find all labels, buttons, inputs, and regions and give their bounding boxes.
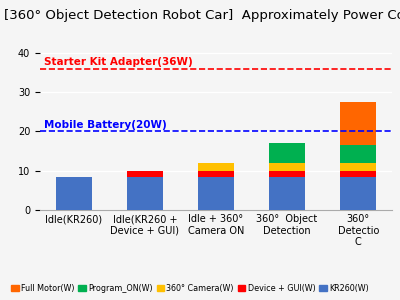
Bar [56, 177, 92, 210]
Bar [269, 177, 305, 210]
Bar [340, 102, 376, 145]
Bar [127, 171, 163, 177]
Bar [340, 163, 376, 171]
Bar [198, 163, 234, 171]
Bar [269, 143, 305, 163]
Bar [269, 171, 305, 177]
Text: Mobile Battery(20W): Mobile Battery(20W) [44, 119, 166, 130]
Bar [340, 177, 376, 210]
Legend: Full Motor(W), Program_ON(W), 360° Camera(W), Device + GUI(W), KR260(W): Full Motor(W), Program_ON(W), 360° Camer… [8, 280, 372, 296]
Bar [198, 171, 234, 177]
Bar [340, 171, 376, 177]
Bar [340, 145, 376, 163]
Text: Starter Kit Adapter(36W): Starter Kit Adapter(36W) [44, 57, 192, 67]
Bar [127, 177, 163, 210]
Bar [198, 177, 234, 210]
Bar [269, 163, 305, 171]
Text: [360° Object Detection Robot Car]  Approximately Power Consum: [360° Object Detection Robot Car] Approx… [4, 9, 400, 22]
